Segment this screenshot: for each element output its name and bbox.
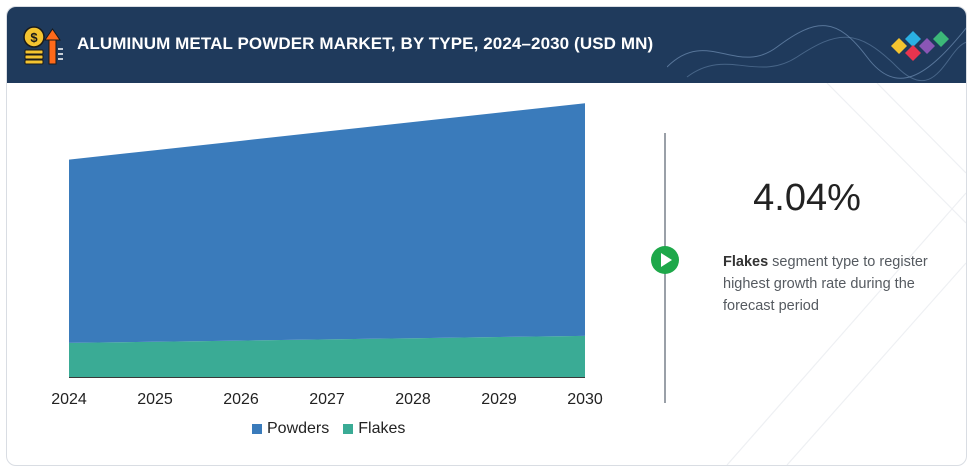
decorative-wave <box>667 25 966 82</box>
x-tick-label-2026: 2026 <box>223 391 259 408</box>
svg-text:$: $ <box>30 30 38 45</box>
x-tick-label-2024: 2024 <box>51 391 87 408</box>
area-series-flakes <box>69 335 585 377</box>
highlight-segment: Flakes <box>723 254 769 270</box>
growth-rate-value: 4.04% <box>753 177 861 219</box>
legend-label-flakes: Flakes <box>358 420 406 437</box>
legend-item-flakes: Flakes <box>343 420 405 438</box>
infographic-card: $ ALUMINUM METAL POWDER MARKET, BY TYPE,… <box>6 6 967 466</box>
money-growth-icon: $ <box>23 26 63 65</box>
play-arrow-icon <box>651 246 679 274</box>
chart-legend: Powders Flakes <box>252 419 405 439</box>
legend-swatch-powders <box>252 424 262 434</box>
legend-label-powders: Powders <box>267 420 330 437</box>
legend-item-powders: Powders <box>252 420 329 438</box>
highlight-text: segment type to register highest growth … <box>723 254 928 314</box>
legend-swatch-flakes <box>343 424 354 434</box>
background-decoration <box>726 83 966 465</box>
x-tick-label-2029: 2029 <box>481 391 517 408</box>
x-tick-label-2028: 2028 <box>395 391 431 408</box>
x-tick-label-2025: 2025 <box>137 391 173 408</box>
chart-title: ALUMINUM METAL POWDER MARKET, BY TYPE, 2… <box>77 34 654 53</box>
brand-diamond-logo <box>891 31 949 61</box>
x-tick-label-2030: 2030 <box>567 391 603 408</box>
x-tick-label-2027: 2027 <box>309 391 345 408</box>
stacked-area-chart: 2024 2025 2026 2027 2028 2029 2030 <box>51 103 603 408</box>
growth-rate-description: Flakes segment type to register highest … <box>723 251 953 317</box>
area-series-powders <box>69 103 585 343</box>
header-bar: $ ALUMINUM METAL POWDER MARKET, BY TYPE,… <box>7 7 966 83</box>
